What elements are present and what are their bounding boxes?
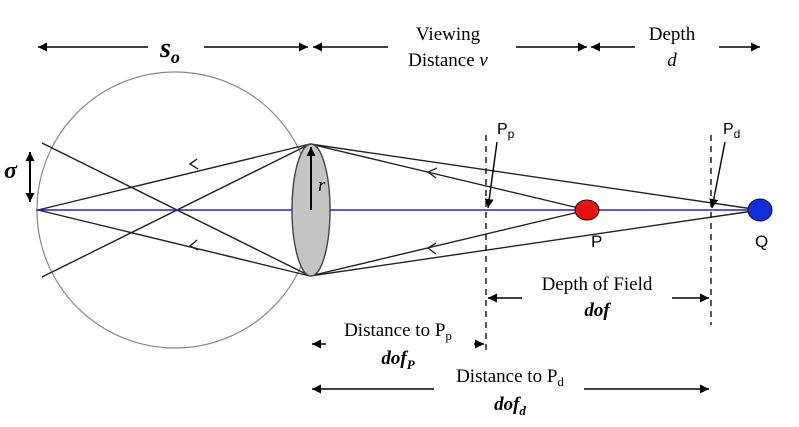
sigma-label: σ [4,158,18,184]
radius-label: r [318,175,326,196]
ray-direction-chevrons-left [188,158,199,251]
distance-to-pd-label: Distance to Pd [456,366,564,389]
depth-of-field-title: Depth of Field [542,274,653,295]
point-p-label: P [591,232,602,251]
dofp-label: dofP [381,348,415,372]
pd-label: Pd [723,121,740,141]
dofd-label: dofd [494,394,526,418]
pd-pointer-arrow [709,141,726,209]
distance-to-pp-label: Distance to Pp [344,320,452,343]
depth-label-line1: Depth [649,24,696,45]
point-q-label: Q [755,232,768,251]
point-q-marker [747,198,773,222]
point-p-marker [574,199,600,221]
pp-pointer-arrow [484,141,498,209]
depth-of-field-var: dof [584,300,611,321]
external-rays [309,143,761,277]
pp-label: Pp [497,121,515,141]
ray-direction-chevrons-right [426,167,438,255]
viewing-distance-label-line1: Viewing [416,24,481,45]
viewing-distance-label-line2: Distance v [408,50,488,71]
depth-label-var: d [667,50,677,71]
so-label: so [159,33,180,67]
